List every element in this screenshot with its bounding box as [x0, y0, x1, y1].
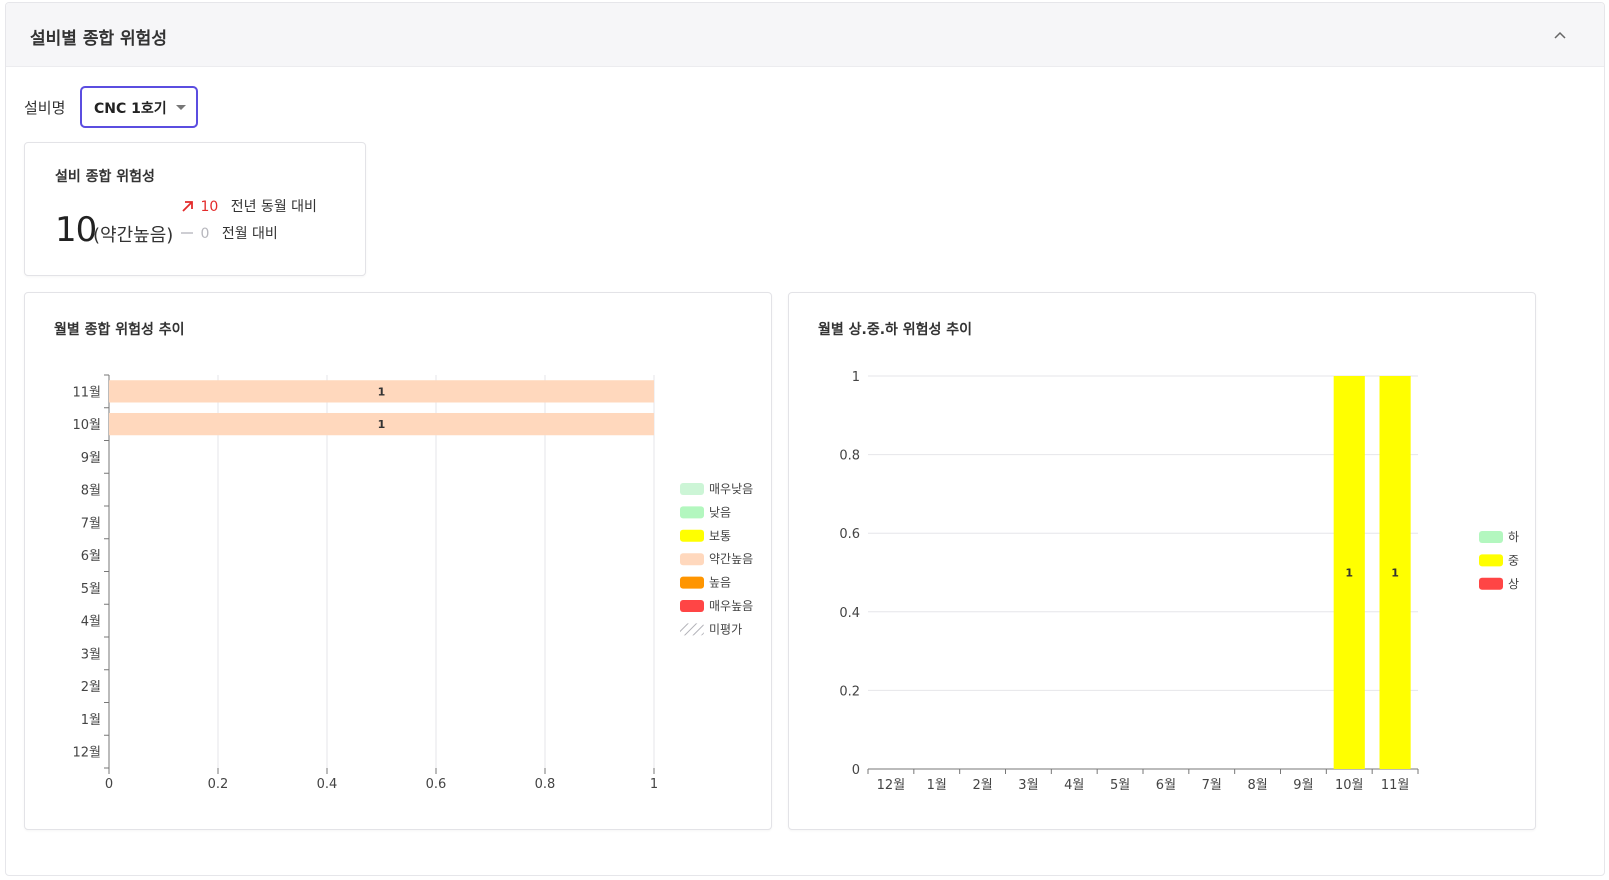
y-tick-label: 5월 [81, 582, 101, 597]
y-tick-label: 11월 [72, 385, 101, 400]
y-tick-label: 4월 [81, 615, 101, 630]
x-tick-label: 10월 [1335, 778, 1364, 793]
x-tick-label: 0.8 [535, 777, 556, 792]
x-tick-label: 4월 [1064, 778, 1084, 793]
monthly-risk-chart-title: 월별 종합 위험성 추이 [54, 322, 185, 338]
y-tick-label: 0.2 [839, 684, 860, 699]
y-tick-label: 12월 [72, 746, 101, 761]
mom-delta: 0 [200, 226, 210, 242]
legend-label: 보통 [709, 529, 731, 543]
y-tick-label: 6월 [81, 549, 101, 564]
bar [1333, 376, 1365, 769]
legend-label: 낮음 [709, 505, 731, 519]
bar [109, 380, 654, 403]
x-tick-label: 2월 [972, 778, 992, 793]
y-tick-label: 10월 [72, 418, 101, 433]
legend-swatch [680, 506, 704, 519]
device-select[interactable]: CNC 1호기 [80, 86, 198, 128]
x-tick-label: 0.6 [426, 777, 447, 792]
bar [1379, 376, 1411, 769]
summary-title: 설비 종합 위험성 [55, 169, 155, 185]
legend-label: 미평가 [709, 622, 742, 636]
dash-icon [181, 232, 193, 234]
summary-card: 설비 종합 위험성 10 (약간높음) [24, 142, 366, 276]
x-tick-label: 0.4 [317, 777, 338, 792]
risk-level: (약간높음) [93, 225, 174, 246]
x-tick-label: 11월 [1381, 778, 1410, 793]
legend-swatch [680, 553, 704, 566]
legend-swatch [1479, 577, 1503, 590]
bar [109, 412, 654, 436]
device-label: 설비명 [24, 99, 66, 117]
mom-comparison: 0 전월 대비 [180, 223, 278, 243]
legend-swatch [680, 600, 704, 612]
legend-swatch [1479, 531, 1503, 543]
x-tick-label: 3월 [1018, 778, 1038, 793]
legend-label: 중 [1508, 553, 1519, 567]
y-tick-label: 2월 [81, 680, 101, 695]
grade-risk-chart-card: 월별 상.중.하 위험성 추이 0 0.2 0.4 0.6 0.8 1 12월 1월 2월 3월 4… [788, 292, 1536, 830]
y-tick-label: 8월 [81, 484, 101, 499]
x-tick-label: 1월 [927, 778, 947, 793]
legend-label: 매우낮음 [709, 482, 753, 496]
monthly-risk-chart-card: 월별 종합 위험성 추이 0 0.2 0.4 0.6 0.8 1 12월 1월 2월 3월 4월 5월… [24, 292, 772, 830]
x-tick-label: 7월 [1202, 778, 1222, 793]
chevron-up-icon[interactable] [1550, 25, 1570, 45]
y-tick-label: 0.6 [839, 527, 860, 542]
y-tick-label: 0.4 [839, 606, 860, 621]
legend-swatch [1479, 554, 1503, 567]
caret-down-icon [176, 105, 186, 110]
legend-label: 높음 [709, 576, 731, 590]
x-tick-label: 9월 [1293, 778, 1313, 793]
y-tick-label: 1 [852, 370, 860, 385]
bar-value-label: 1 [1391, 567, 1399, 580]
mom-label: 전월 대비 [221, 226, 278, 242]
bar-value-label: 1 [1345, 567, 1353, 580]
legend-label: 하 [1508, 530, 1519, 544]
x-tick-label: 5월 [1110, 778, 1130, 793]
bar-value-label: 1 [378, 385, 386, 398]
yoy-label: 전년 동월 대비 [230, 199, 317, 215]
y-tick-label: 0.8 [839, 449, 860, 464]
y-tick-label: 3월 [81, 647, 101, 662]
legend-swatch [680, 529, 704, 542]
y-tick-label: 1월 [81, 713, 101, 728]
legend-label: 매우높음 [709, 599, 753, 613]
panel-header[interactable]: 설비별 종합 위험성 [6, 3, 1604, 67]
y-tick-label: 9월 [81, 451, 101, 466]
legend-label: 상 [1508, 577, 1519, 591]
x-tick-label: 0 [105, 777, 113, 792]
legend-swatch [680, 483, 704, 495]
device-select-value: CNC 1호기 [94, 101, 167, 117]
arrow-up-right-icon [182, 201, 193, 212]
x-tick-label: 6월 [1156, 778, 1176, 793]
x-tick-label: 0.2 [208, 777, 229, 792]
bar-value-label: 1 [378, 418, 386, 431]
x-tick-label: 12월 [877, 778, 906, 793]
legend-swatch [680, 576, 704, 589]
y-tick-label: 7월 [81, 516, 101, 531]
legend-swatch [680, 623, 704, 636]
risk-score: 10 [55, 210, 97, 250]
yoy-delta: 10 [200, 199, 219, 215]
panel-title: 설비별 종합 위험성 [30, 29, 167, 49]
legend-label: 약간높음 [709, 551, 753, 566]
x-tick-label: 1 [650, 777, 658, 792]
x-tick-label: 8월 [1247, 778, 1267, 793]
yoy-comparison: 10 전년 동월 대비 [180, 196, 317, 216]
y-tick-label: 0 [852, 763, 860, 778]
grade-risk-chart-title: 월별 상.중.하 위험성 추이 [818, 322, 973, 338]
